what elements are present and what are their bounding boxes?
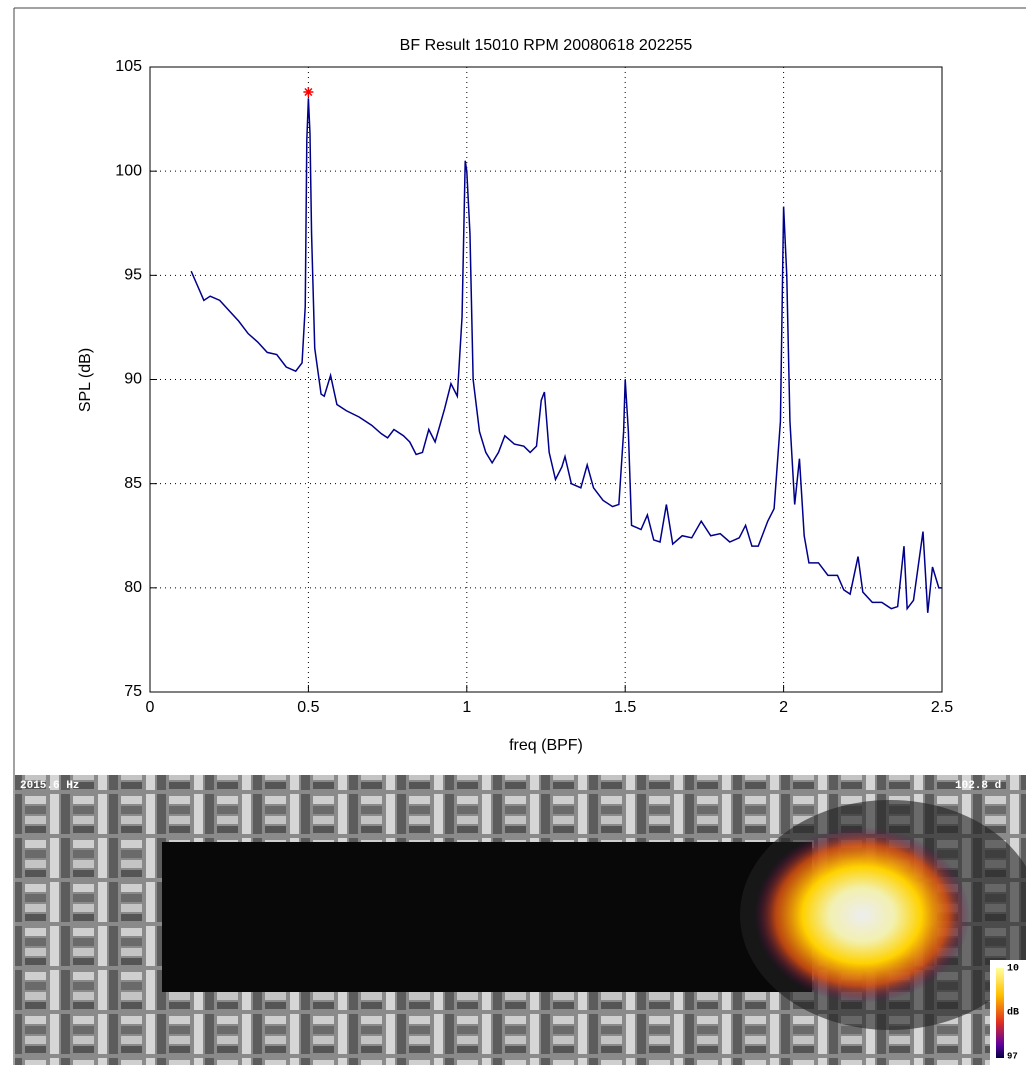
colorbar-unit: dB [1007, 1007, 1019, 1019]
y-tick-label: 100 [115, 162, 142, 179]
y-tick-label: 85 [124, 475, 142, 492]
y-tick-label: 105 [115, 58, 142, 75]
colorbar-min: 97 [1007, 1051, 1018, 1061]
x-tick-label: 2 [779, 699, 788, 716]
axes-frame [149, 66, 943, 693]
y-axis-label: SPL (dB) [77, 348, 94, 412]
freq-label: 2015.6 Hz [20, 780, 79, 792]
hotspot [754, 827, 970, 1003]
chart-title: BF Result 15010 RPM 20080618 202255 [400, 37, 693, 54]
x-tick-label: 0 [146, 699, 155, 716]
spectrum-line [190, 98, 942, 613]
x-axis-label: freq (BPF) [509, 737, 583, 754]
x-tick-label: 0.5 [297, 699, 319, 716]
y-tick-label: 90 [124, 371, 142, 388]
y-tick-label: 95 [124, 267, 142, 284]
y-tick-label: 80 [124, 579, 142, 596]
y-tick-label: 75 [124, 683, 142, 700]
x-tick-label: 1.5 [614, 699, 636, 716]
x-tick-label: 1 [462, 699, 471, 716]
level-label: 102.8 d [955, 780, 1001, 792]
colorbar-max: 10 [1007, 964, 1019, 975]
x-tick-label: 2.5 [931, 699, 953, 716]
colorbar [996, 968, 1004, 1058]
peak-marker [303, 87, 314, 97]
photo: 2015.6 Hz 102.8 d 10 dB 97 [15, 775, 1026, 1065]
redacted-block [162, 842, 812, 992]
